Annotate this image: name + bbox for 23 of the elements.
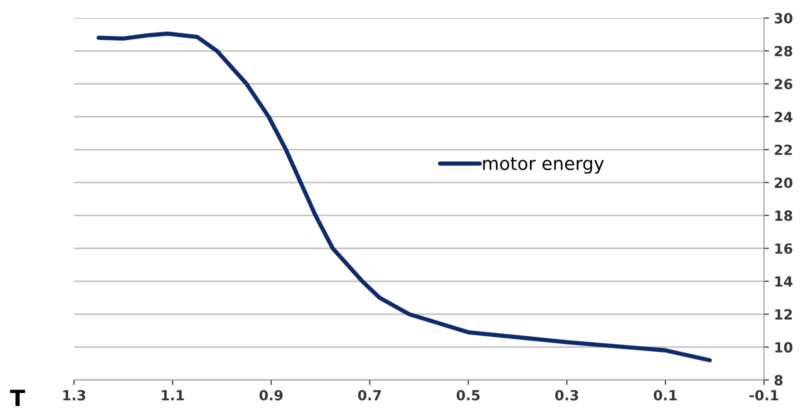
y-tick-label: 12 [775,309,792,320]
y-tick-label: 28 [774,46,792,56]
y-tick-label: 20 [774,178,792,188]
x-tick-label: 0.1 [654,390,677,400]
y-tick-label: 26 [774,78,792,90]
y-tick-label: 18 [775,210,792,221]
y-tick-label: 22 [774,144,792,155]
y-tick-label: 16 [775,243,792,254]
x-tick-label: -0.1 [750,390,778,400]
y-tick-label: 14 [775,276,792,287]
legend-label: motor energy [483,157,604,174]
x-tick-label: 1.3 [63,390,86,400]
x-tick-label: 0.5 [456,390,480,400]
x-tick-label: 1.1 [162,390,184,400]
y-tick-label: 24 [774,112,792,122]
x-tick-label: 0.9 [260,390,283,400]
x-tick-label: 0.7 [358,390,381,400]
x-tick-label: 0.3 [555,390,578,400]
y-tick-label: 8 [774,374,783,386]
x-axis-title: T [10,390,26,406]
y-tick-label: 30 [774,12,792,24]
line-series [96,32,712,362]
y-tick-label: 10 [775,342,792,353]
